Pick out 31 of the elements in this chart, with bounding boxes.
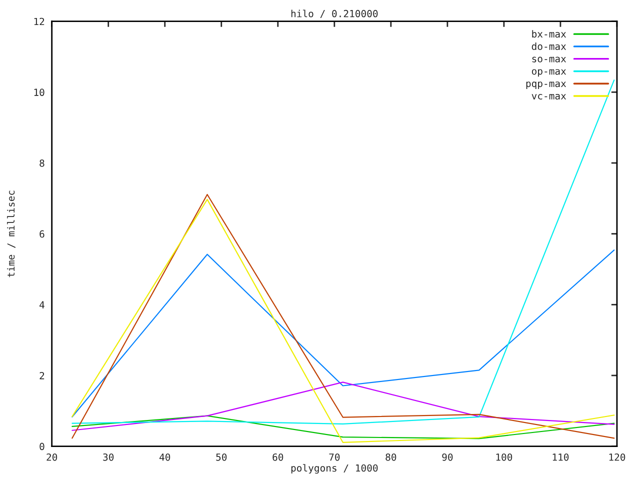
y-tick-label: 12 xyxy=(34,18,44,26)
x-tick-label: 80 xyxy=(386,453,396,461)
x-tick-label: 50 xyxy=(216,453,227,461)
y-axis-title: time / millisec xyxy=(7,190,16,278)
chart-title: hilo / 0.210000 xyxy=(291,10,378,18)
x-tick-label: 60 xyxy=(272,453,284,461)
y-tick-label: 10 xyxy=(34,88,44,96)
legend-label: op-max xyxy=(532,69,566,77)
x-tick-label: 40 xyxy=(159,453,170,461)
x-tick-label: 100 xyxy=(496,453,512,461)
x-axis-title: polygons / 1000 xyxy=(291,464,378,474)
x-tick-label: 110 xyxy=(552,453,569,461)
legend-label: vc-max xyxy=(532,94,566,100)
legend-label: pqp-max xyxy=(526,82,566,90)
legend-label: do-max xyxy=(532,42,566,50)
y-tick-label: 2 xyxy=(40,372,44,380)
legend-label: bx-max xyxy=(532,30,566,38)
x-tick-label: 120 xyxy=(609,453,626,461)
line-series xyxy=(72,250,615,418)
x-tick-label: 30 xyxy=(103,453,114,461)
x-tick-label: 70 xyxy=(329,453,340,461)
legend-label: so-max xyxy=(532,56,566,62)
line-series xyxy=(72,415,615,440)
line-series xyxy=(72,382,615,431)
y-tick-label: 4 xyxy=(40,301,44,308)
y-tick-label: 6 xyxy=(40,230,44,238)
y-tick-label: 8 xyxy=(40,159,44,167)
y-tick-label: 0 xyxy=(40,442,44,450)
x-tick-label: 90 xyxy=(442,453,453,461)
line-series xyxy=(72,80,615,425)
x-tick-label: 20 xyxy=(46,453,58,461)
